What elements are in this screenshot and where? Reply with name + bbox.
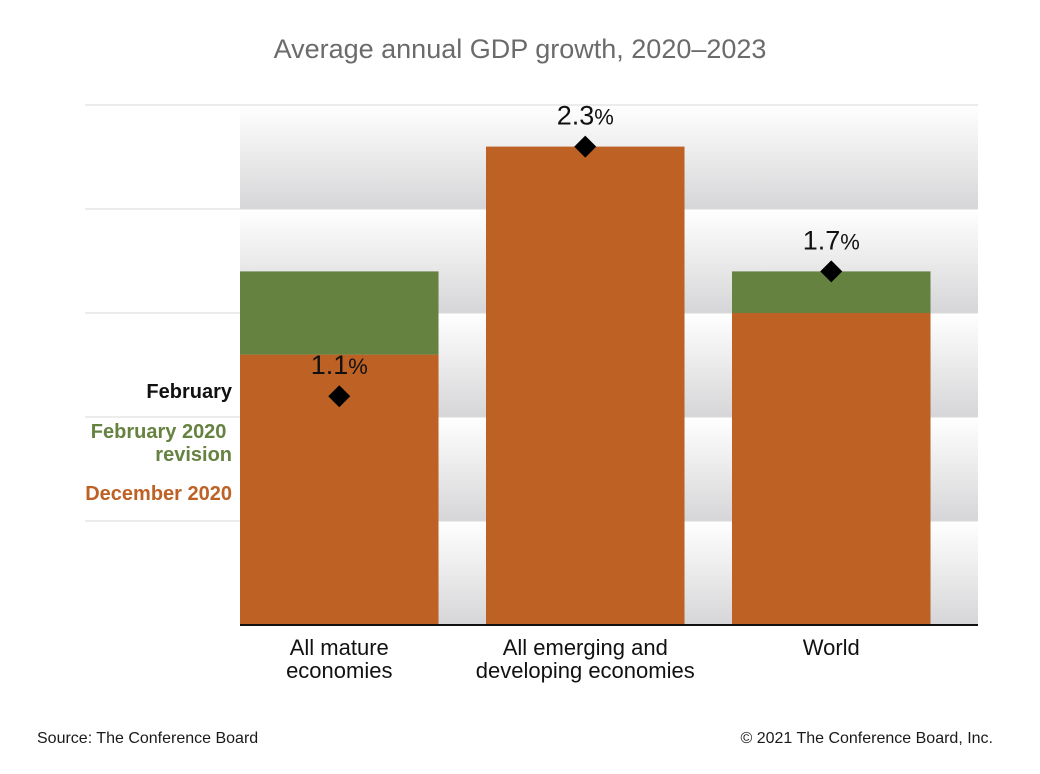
marker-february (328, 385, 351, 408)
legend-entry-february: February (146, 381, 232, 403)
footer-copyright: © 2021 The Conference Board, Inc. (740, 730, 993, 747)
legend-entry-revision: February 2020 revision (91, 421, 232, 466)
footer-source: Source: The Conference Board (37, 730, 258, 747)
value-labels: 1.1% 2.3% 1.7% (311, 101, 860, 381)
bars (240, 146, 931, 625)
legend: February February 2020 revision December… (85, 381, 233, 505)
marker-february (574, 135, 597, 158)
markers (328, 135, 843, 408)
legend-revision-line-2: revision (155, 444, 232, 466)
data-label: 1.7% (803, 225, 860, 255)
bar-february-2020-revision (240, 271, 439, 355)
category-label: All emerging and developing economies (476, 635, 695, 683)
category-labels: All mature economies All emerging and devel… (286, 635, 860, 683)
bar-december-2020 (732, 313, 931, 625)
bar-december-2020 (486, 146, 685, 625)
legend-revision-line-1: February 2020 (91, 421, 227, 443)
data-label: 1.1% (311, 350, 368, 380)
marker-february (820, 260, 843, 283)
legend-entry-december: December 2020 (85, 483, 232, 505)
category-label: All mature economies (286, 635, 392, 683)
category-label: World (803, 635, 860, 660)
chart-title: Average annual GDP growth, 2020–2023 (274, 34, 767, 64)
data-label: 2.3% (557, 101, 614, 131)
